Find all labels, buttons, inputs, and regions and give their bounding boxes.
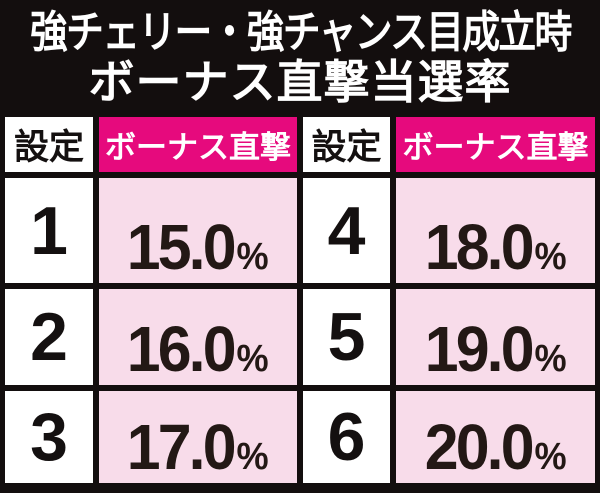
- rate-cell-setting-1: 15.0%: [99, 178, 297, 283]
- title-line-1: 強チェリー・強チャンス目成立時: [29, 8, 572, 58]
- rate-value-wrap: 20.0%: [425, 415, 567, 479]
- rate-cell-setting-3: 17.0%: [99, 391, 297, 483]
- rate-value: 16.0: [127, 313, 237, 385]
- header-bonus-left: ボーナス直撃: [99, 117, 297, 172]
- rate-value-wrap: 18.0%: [425, 215, 567, 279]
- rate-value-wrap: 16.0%: [127, 317, 269, 381]
- rate-value-wrap: 15.0%: [127, 215, 269, 279]
- percent-sign: %: [236, 338, 269, 380]
- header-bonus-right: ボーナス直撃: [396, 117, 595, 172]
- rate-cell-setting-5: 19.0%: [396, 289, 595, 385]
- percent-sign: %: [534, 338, 567, 380]
- rate-value: 18.0: [424, 211, 535, 283]
- rate-cell-setting-4: 18.0%: [396, 178, 595, 283]
- setting-cell-4: 4: [303, 178, 390, 283]
- rate-value-wrap: 17.0%: [127, 415, 269, 479]
- header-setting-left: 設定: [5, 117, 93, 172]
- percent-sign: %: [534, 236, 567, 278]
- setting-cell-2: 2: [5, 289, 93, 385]
- rate-value-wrap: 19.0%: [425, 317, 567, 381]
- rate-cell-setting-2: 16.0%: [99, 289, 297, 385]
- percent-sign: %: [236, 236, 269, 278]
- setting-cell-3: 3: [5, 391, 93, 483]
- rate-cell-setting-6: 20.0%: [396, 391, 595, 483]
- title-line-2: ボーナス直撃当選率: [88, 56, 512, 109]
- setting-cell-6: 6: [303, 391, 390, 483]
- percent-sign: %: [534, 436, 567, 478]
- page-title: 強チェリー・強チャンス目成立時 ボーナス直撃当選率: [5, 0, 595, 117]
- rate-value: 15.0: [127, 211, 237, 283]
- rate-value: 19.0: [424, 313, 535, 385]
- rate-value: 17.0: [127, 411, 237, 483]
- rate-value: 20.0: [424, 411, 535, 483]
- rate-table: 設定 ボーナス直撃 設定 ボーナス直撃 1 15.0% 4 18.0% 2 16…: [5, 117, 595, 483]
- header-setting-right: 設定: [303, 117, 390, 172]
- setting-cell-5: 5: [303, 289, 390, 385]
- percent-sign: %: [236, 436, 269, 478]
- setting-cell-1: 1: [5, 178, 93, 283]
